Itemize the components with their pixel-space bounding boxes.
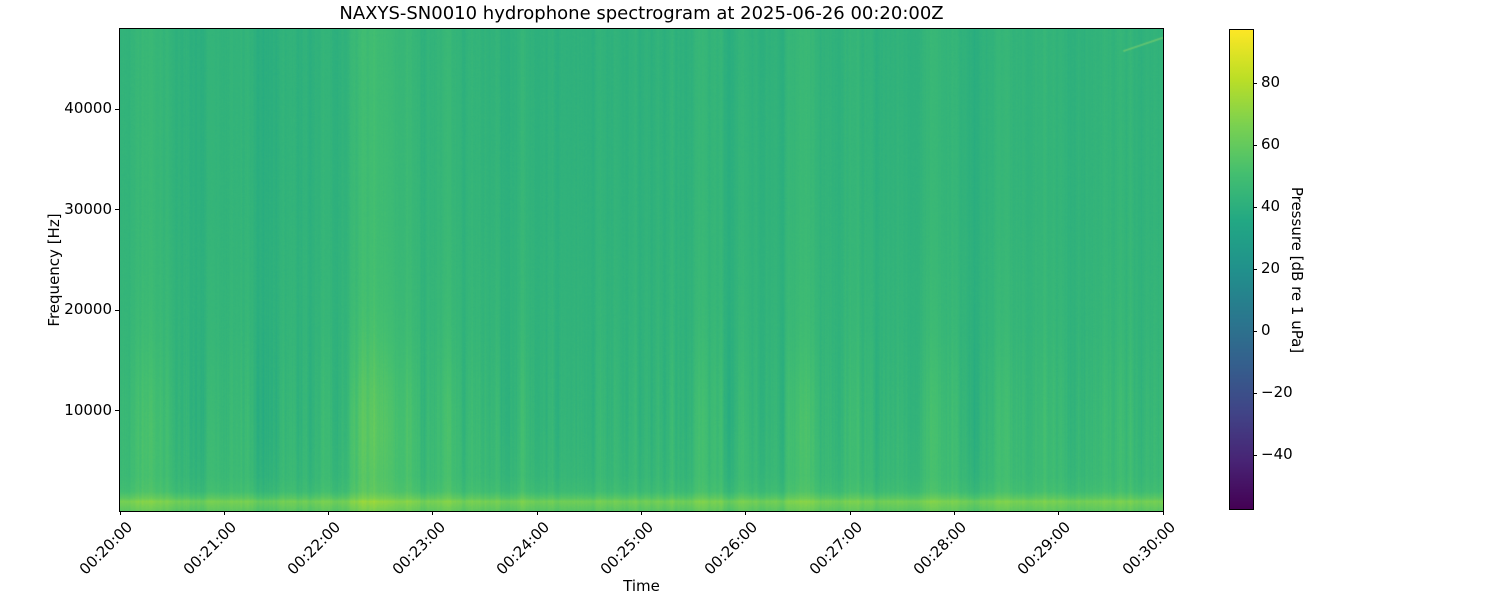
x-tick-00:28:00-label: 00:28:00 (909, 518, 971, 579)
y-tick-10000-label: 10000 (64, 400, 112, 419)
colorbar-tick-60-mark (1253, 144, 1257, 146)
y-tick-40000-mark (115, 108, 119, 110)
colorbar-tick-40-label: 40 (1261, 197, 1281, 216)
x-tick-00:28:00-mark (953, 511, 955, 515)
colorbar-tick--40-label: −40 (1261, 445, 1293, 464)
x-tick-00:26:00-label: 00:26:00 (701, 518, 762, 579)
colorbar-tick-20-mark (1253, 268, 1257, 270)
y-tick-20000-mark (115, 309, 119, 311)
x-tick-00:27:00-mark (849, 511, 851, 515)
colorbar-tick-0-label: 0 (1261, 321, 1271, 340)
colorbar-tick--20-mark (1253, 392, 1257, 394)
x-tick-00:30:00-label: 00:30:00 (1118, 518, 1179, 579)
colorbar-label: Pressure [dB re 1 uPa] (1288, 186, 1306, 353)
x-tick-00:30:00-mark (1162, 511, 1164, 515)
x-tick-00:22:00-label: 00:22:00 (283, 518, 345, 579)
colorbar-tick--20-label: −20 (1261, 383, 1293, 402)
y-tick-20000-label: 20000 (64, 300, 112, 319)
x-tick-00:29:00-mark (1058, 511, 1060, 515)
chart-title: NAXYS-SN0010 hydrophone spectrogram at 2… (339, 3, 944, 24)
colorbar-tick-80-mark (1253, 82, 1257, 84)
x-tick-00:22:00-mark (328, 511, 330, 515)
spectrogram-canvas (120, 29, 1163, 511)
x-tick-00:21:00-mark (223, 511, 225, 515)
colorbar-tick-0-mark (1253, 330, 1257, 332)
y-axis-label: Frequency [Hz] (45, 213, 63, 327)
colorbar-tick-40-mark (1253, 206, 1257, 208)
colorbar-tick-20-label: 20 (1261, 259, 1281, 278)
x-tick-00:24:00-label: 00:24:00 (492, 518, 553, 579)
x-tick-00:20:00-label: 00:20:00 (75, 518, 136, 579)
y-tick-10000-mark (115, 410, 119, 412)
x-tick-00:20:00-mark (119, 511, 121, 515)
x-axis-label: Time (623, 577, 660, 595)
y-tick-30000-label: 30000 (64, 199, 112, 218)
y-tick-30000-mark (115, 209, 119, 211)
x-tick-00:25:00-mark (641, 511, 642, 515)
x-tick-00:24:00-mark (536, 511, 538, 515)
colorbar-tick-60-label: 60 (1261, 135, 1281, 154)
colorbar-tick-80-label: 80 (1261, 73, 1281, 92)
colorbar (1229, 29, 1254, 510)
x-tick-00:27:00-label: 00:27:00 (805, 518, 866, 579)
colorbar-tick--40-mark (1253, 454, 1257, 456)
y-tick-40000-label: 40000 (64, 99, 112, 118)
x-tick-00:21:00-label: 00:21:00 (179, 518, 241, 579)
plot-area (119, 28, 1164, 512)
x-tick-00:23:00-mark (432, 511, 434, 515)
x-tick-00:29:00-label: 00:29:00 (1014, 518, 1075, 579)
x-tick-00:26:00-mark (745, 511, 747, 515)
colorbar-gradient-canvas (1230, 30, 1253, 509)
x-tick-00:23:00-label: 00:23:00 (388, 518, 449, 579)
x-tick-00:25:00-label: 00:25:00 (596, 518, 658, 579)
